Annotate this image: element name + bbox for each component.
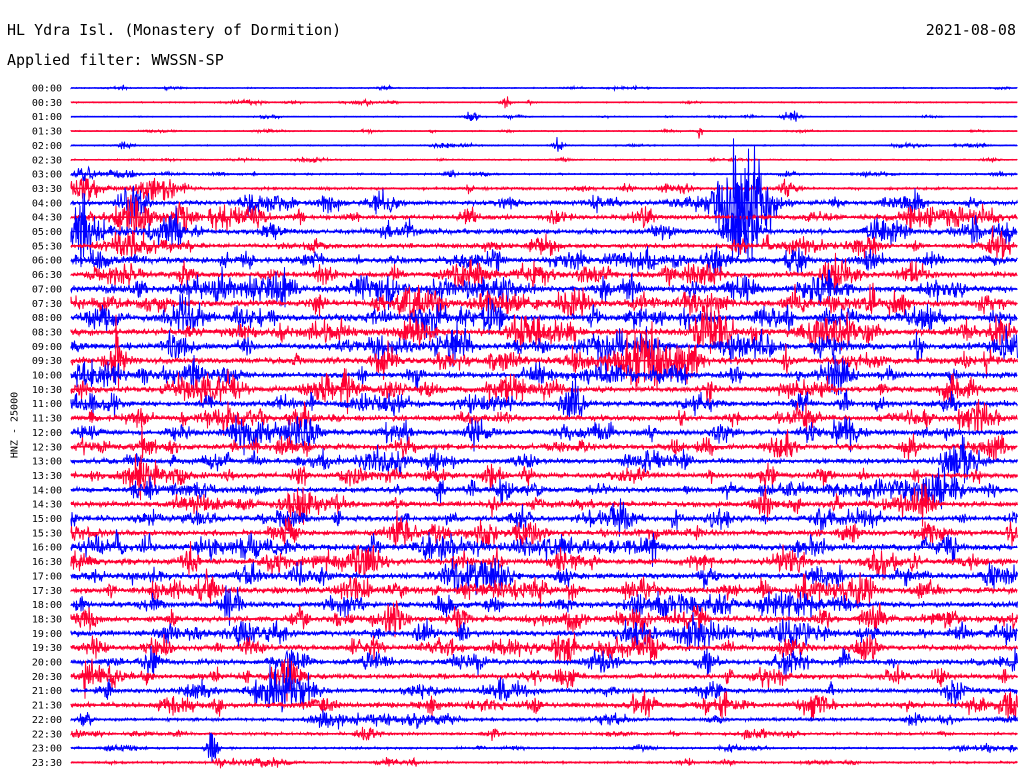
time-label-2000: 20:00 — [32, 658, 62, 669]
time-label-2300: 23:00 — [32, 744, 62, 755]
time-label-1330: 13:30 — [32, 471, 62, 482]
time-label-0930: 09:30 — [32, 356, 62, 367]
time-label-1830: 18:30 — [32, 614, 62, 625]
time-label-0000: 00:00 — [32, 84, 62, 95]
trace-0900 — [70, 320, 1018, 370]
time-label-1000: 10:00 — [32, 371, 62, 382]
time-tick-labels: 00:00 00:30 01:00 01:30 02:00 02:30 03:00 03:30… — [32, 84, 62, 769]
time-label-1900: 19:00 — [32, 629, 62, 640]
time-label-1030: 10:30 — [32, 385, 62, 396]
time-label-1500: 15:00 — [32, 514, 62, 525]
time-label-0100: 01:00 — [32, 112, 62, 123]
time-label-1200: 12:00 — [32, 428, 62, 439]
time-label-0300: 03:00 — [32, 170, 62, 181]
seismic-traces — [70, 84, 1018, 769]
time-label-1930: 19:30 — [32, 643, 62, 654]
time-label-2330: 23:30 — [32, 758, 62, 769]
trace-0800 — [70, 293, 1018, 340]
time-label-2100: 21:00 — [32, 686, 62, 697]
time-label-1600: 16:00 — [32, 543, 62, 554]
time-label-1630: 16:30 — [32, 557, 62, 568]
time-label-0330: 03:30 — [32, 184, 62, 195]
time-label-0730: 07:30 — [32, 299, 62, 310]
time-label-1130: 11:30 — [32, 414, 62, 425]
time-label-1700: 17:00 — [32, 571, 62, 582]
time-label-1400: 14:00 — [32, 485, 62, 496]
trace-0630 — [70, 252, 1018, 295]
time-label-2030: 20:30 — [32, 672, 62, 683]
time-label-1300: 13:00 — [32, 457, 62, 468]
time-label-0530: 05:30 — [32, 241, 62, 252]
trace-0200 — [70, 137, 1018, 152]
time-label-0130: 01:30 — [32, 127, 62, 138]
trace-1500 — [70, 498, 1018, 537]
time-label-0700: 07:00 — [32, 284, 62, 295]
time-label-0630: 06:30 — [32, 270, 62, 281]
station-title: HL Ydra Isl. (Monastery of Dormition) — [7, 21, 342, 39]
time-label-1530: 15:30 — [32, 528, 62, 539]
time-label-0900: 09:00 — [32, 342, 62, 353]
time-label-0230: 02:30 — [32, 155, 62, 166]
trace-0330 — [70, 177, 1018, 202]
time-label-0800: 08:00 — [32, 313, 62, 324]
time-label-0830: 08:30 — [32, 327, 62, 338]
trace-0730 — [70, 282, 1018, 320]
time-label-0400: 04:00 — [32, 198, 62, 209]
filter-label: Applied filter: WWSSN-SP — [7, 51, 224, 69]
time-label-0200: 02:00 — [32, 141, 62, 152]
time-label-0500: 05:00 — [32, 227, 62, 238]
time-label-1100: 11:00 — [32, 399, 62, 410]
time-label-2230: 22:30 — [32, 729, 62, 740]
trace-1030 — [70, 368, 1018, 415]
time-label-0600: 06:00 — [32, 256, 62, 267]
recording-date: 2021-08-08 — [925, 21, 1016, 39]
time-label-0430: 04:30 — [32, 213, 62, 224]
time-label-1800: 18:00 — [32, 600, 62, 611]
time-label-2130: 21:30 — [32, 701, 62, 712]
trace-1300 — [70, 434, 1018, 485]
time-label-1430: 14:30 — [32, 500, 62, 511]
time-label-1730: 17:30 — [32, 586, 62, 597]
trace-2100 — [70, 663, 1018, 713]
trace-1200 — [70, 415, 1018, 456]
time-label-1230: 12:30 — [32, 442, 62, 453]
time-label-2200: 22:00 — [32, 715, 62, 726]
trace-2030 — [70, 658, 1018, 702]
time-label-0030: 00:30 — [32, 98, 62, 109]
trace-0130 — [70, 127, 1018, 139]
